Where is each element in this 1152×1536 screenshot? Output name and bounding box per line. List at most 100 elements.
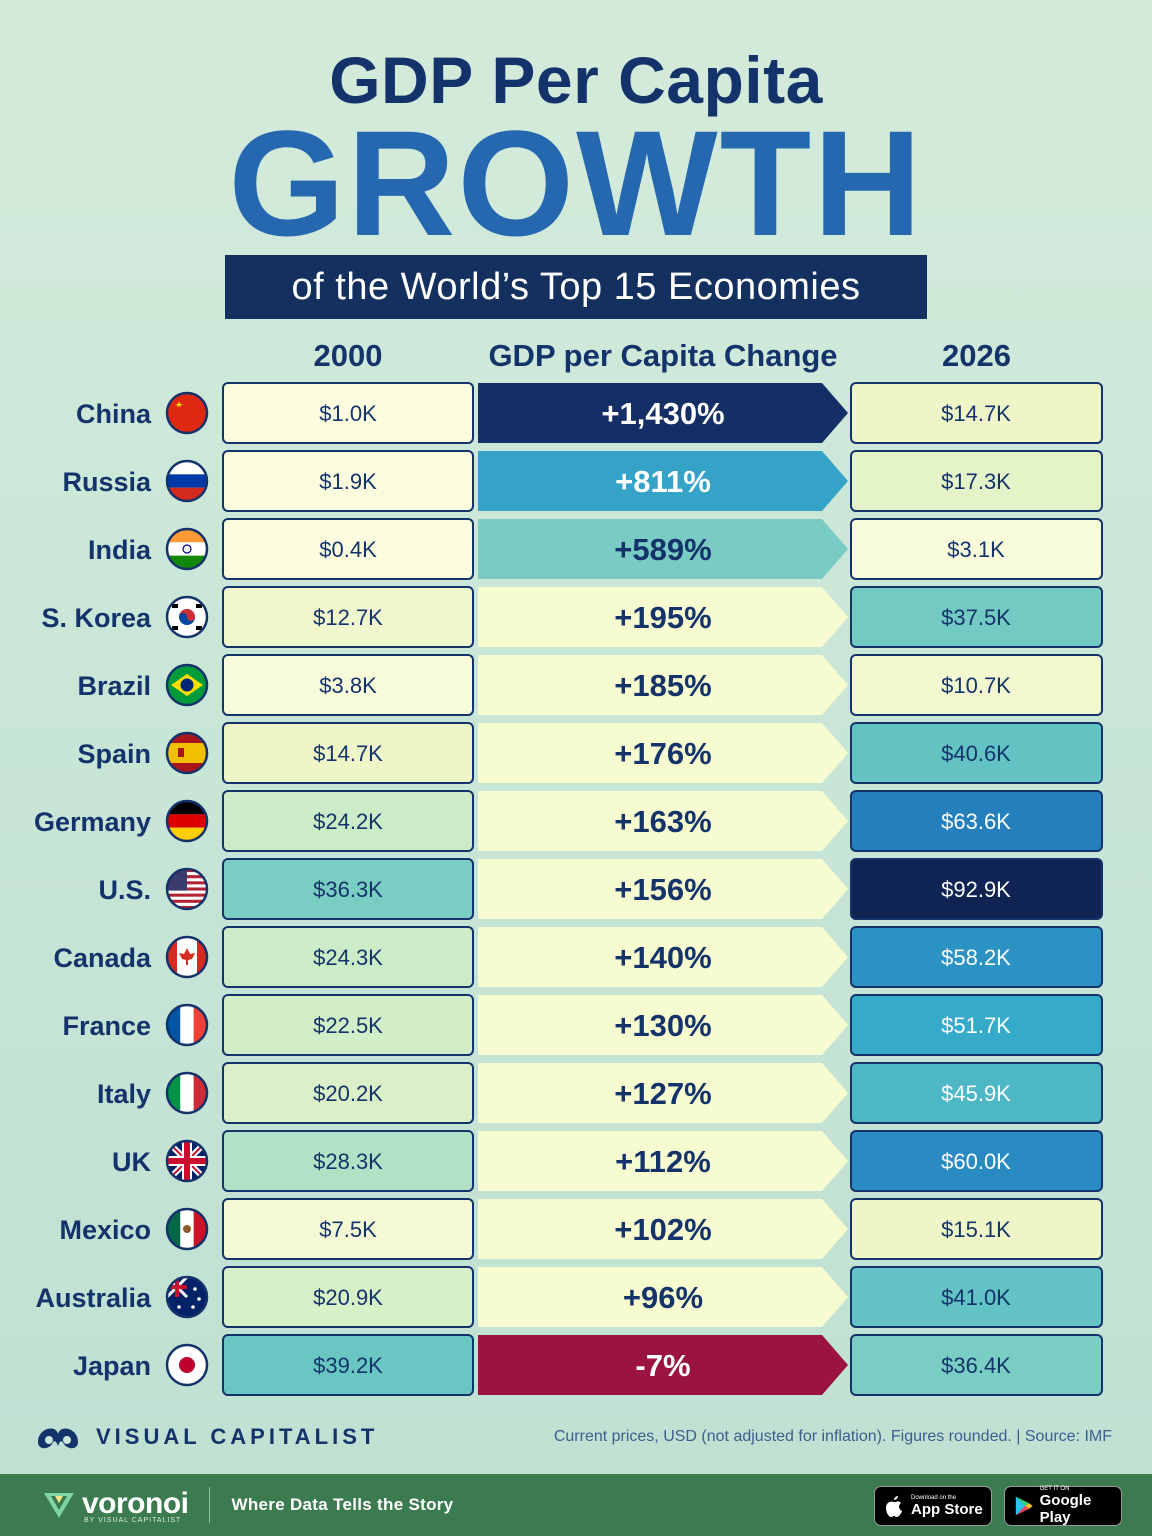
change-arrow	[478, 1131, 848, 1191]
chart-title-line2: GROWTH	[228, 99, 924, 267]
cell-2000	[222, 518, 474, 580]
value-2000: $12.7K	[313, 605, 383, 630]
table-row: Japan $39.2K -7% $36.4K	[73, 1334, 1103, 1396]
app-store-badge[interactable]: Download on the App Store	[874, 1486, 992, 1526]
cell-2000	[222, 722, 474, 784]
change-label: +185%	[614, 668, 711, 703]
voronoi-icon	[44, 1493, 74, 1518]
value-2026: $63.6K	[941, 809, 1011, 834]
change-label: +112%	[615, 1144, 711, 1179]
cell-2000	[222, 1334, 474, 1396]
value-2026: $14.7K	[941, 401, 1011, 426]
cell-2026	[850, 994, 1103, 1056]
app-store-small-text: Download on the	[911, 1494, 957, 1501]
value-2000: $22.5K	[313, 1013, 383, 1038]
column-header-change: GDP per Capita Change	[488, 338, 838, 373]
value-2000: $1.9K	[319, 469, 377, 494]
change-label: +195%	[614, 600, 711, 635]
country-label: UK	[112, 1147, 151, 1177]
cell-2000	[222, 1266, 474, 1328]
table-row: U.S. $36.3K +156% $92.9K	[98, 858, 1103, 920]
value-2026: $15.1K	[941, 1217, 1011, 1242]
value-2000: $28.3K	[313, 1149, 383, 1174]
table-row: Australia $20.9K +96% $41.0K	[35, 1266, 1103, 1328]
cell-2026	[850, 1266, 1103, 1328]
value-2000: $0.4K	[319, 537, 377, 562]
japan-flag-icon	[165, 1343, 209, 1387]
country-label: Germany	[34, 807, 151, 837]
table-row: Russia $1.9K +811% $17.3K	[62, 450, 1103, 512]
value-2000: $14.7K	[313, 741, 383, 766]
google-play-badge[interactable]: GET IT ON Google Play	[1004, 1486, 1122, 1526]
value-2026: $92.9K	[941, 877, 1011, 902]
value-2026: $58.2K	[941, 945, 1011, 970]
voronoi-logo[interactable]: voronoi BY VISUAL CAPITALIST	[42, 1487, 189, 1524]
cell-2026	[850, 926, 1103, 988]
change-arrow	[478, 859, 848, 919]
table-row: India $0.4K +589% $3.1K	[88, 518, 1103, 580]
change-arrow	[478, 1063, 848, 1123]
value-2000: $1.0K	[319, 401, 377, 426]
voronoi-byline: BY VISUAL CAPITALIST	[84, 1516, 182, 1524]
uk-flag-icon	[165, 1139, 209, 1183]
country-label: India	[88, 535, 152, 565]
change-label: +140%	[614, 940, 711, 975]
cell-2000	[222, 450, 474, 512]
value-2000: $3.8K	[319, 673, 377, 698]
cell-2026	[850, 1062, 1103, 1124]
value-2026: $40.6K	[941, 741, 1011, 766]
cell-2000	[222, 1062, 474, 1124]
cell-2026	[850, 1334, 1103, 1396]
country-label: Australia	[35, 1283, 152, 1313]
value-2000: $39.2K	[313, 1353, 383, 1378]
cell-2000	[222, 790, 474, 852]
france-flag-icon	[165, 1003, 209, 1047]
table-row: Italy $20.2K +127% $45.9K	[97, 1062, 1103, 1124]
voronoi-wordmark: voronoi	[82, 1486, 189, 1520]
table-row: France $22.5K +130% $51.7K	[62, 994, 1103, 1056]
cell-2000	[222, 926, 474, 988]
footer-divider	[208, 1487, 210, 1523]
table-row: Canada $24.3K +140% $58.2K	[53, 926, 1103, 988]
apple-icon	[886, 1496, 902, 1517]
value-2026: $45.9K	[941, 1081, 1011, 1106]
change-arrow	[478, 1267, 848, 1327]
change-arrow	[478, 927, 848, 987]
country-label: Japan	[73, 1351, 151, 1381]
visual-capitalist-logo: VISUAL CAPITALIST	[34, 1420, 378, 1454]
change-label: +130%	[614, 1008, 711, 1043]
cell-2026	[850, 586, 1103, 648]
value-2026: $10.7K	[941, 673, 1011, 698]
cell-2026	[850, 790, 1103, 852]
google-play-big-text: Google Play	[1039, 1492, 1092, 1526]
value-2000: $24.3K	[313, 945, 383, 970]
app-store-big-text: App Store	[911, 1500, 983, 1518]
table-row: S. Korea $12.7K +195% $37.5K	[41, 586, 1103, 648]
country-label: U.S.	[98, 875, 151, 905]
country-label: S. Korea	[41, 603, 152, 633]
change-label: -7%	[635, 1348, 690, 1383]
germany-flag-icon	[165, 799, 209, 843]
table-row: Germany $24.2K +163% $63.6K	[34, 790, 1103, 852]
cell-2026	[850, 382, 1103, 444]
voronoi-footer-bar: voronoi BY VISUAL CAPITALIST Where Data …	[0, 1474, 1152, 1536]
change-arrow	[478, 995, 848, 1055]
table-row: Brazil $3.8K +185% $10.7K	[77, 654, 1103, 716]
value-2000: $36.3K	[313, 877, 383, 902]
change-arrow	[478, 383, 848, 443]
cell-2026	[850, 722, 1103, 784]
cell-2000	[222, 654, 474, 716]
cell-2000	[222, 1130, 474, 1192]
cell-2000	[222, 858, 474, 920]
gdp-table-chart: China $1.0K +1,430% $14.7K Russia $1.9K +811% $…	[34, 382, 1103, 1396]
value-2026: $17.3K	[941, 469, 1011, 494]
change-label: +176%	[614, 736, 711, 771]
value-2026: $51.7K	[941, 1013, 1011, 1038]
value-2026: $60.0K	[941, 1149, 1011, 1174]
table-row: Mexico $7.5K +102% $15.1K	[59, 1198, 1103, 1260]
india-flag-icon	[165, 527, 209, 571]
country-label: Mexico	[59, 1215, 151, 1245]
change-arrow	[478, 791, 848, 851]
cell-2026	[850, 450, 1103, 512]
country-label: Spain	[77, 739, 151, 769]
